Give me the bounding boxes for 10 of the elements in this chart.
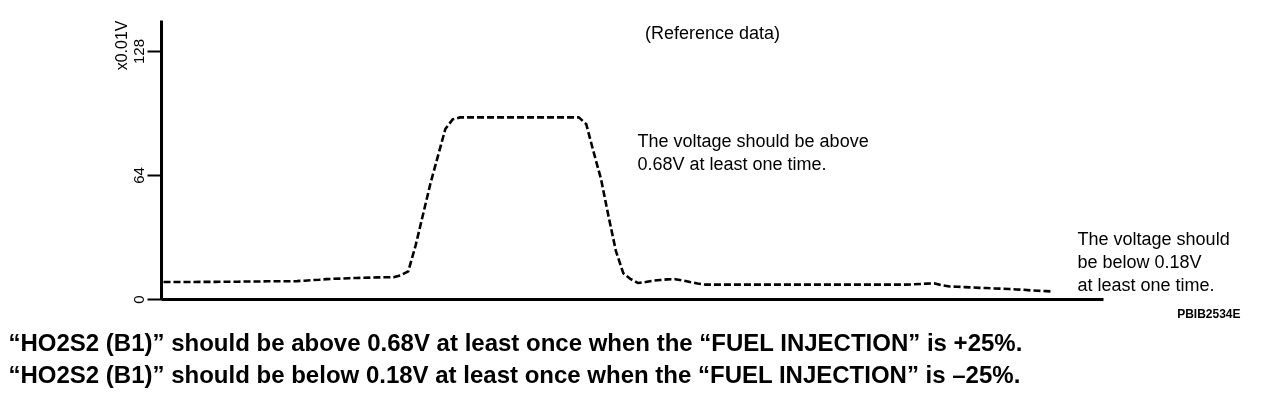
text: “HO2S2 (B1)” should be above 0.68V at least once when the “FUEL INJECTION” is +25%. <box>8 329 1023 356</box>
y-tick-label: 128 <box>129 38 147 65</box>
text: PBIB2534E <box>1177 306 1241 321</box>
annotation: The voltage should be above 0.68V at least one time. <box>637 130 869 174</box>
text: The voltage should be below 0.18V at least one time. <box>1077 229 1230 296</box>
y-tick-label: 64 <box>129 167 147 184</box>
y-tick-label: 0 <box>129 295 147 304</box>
text: “HO2S2 (B1)” should be below 0.18V at least once when the “FUEL INJECTION” is –25%. <box>8 361 1021 388</box>
chart-title: (Reference data) <box>644 22 780 43</box>
y-axis-title: x0.01V <box>112 20 130 71</box>
